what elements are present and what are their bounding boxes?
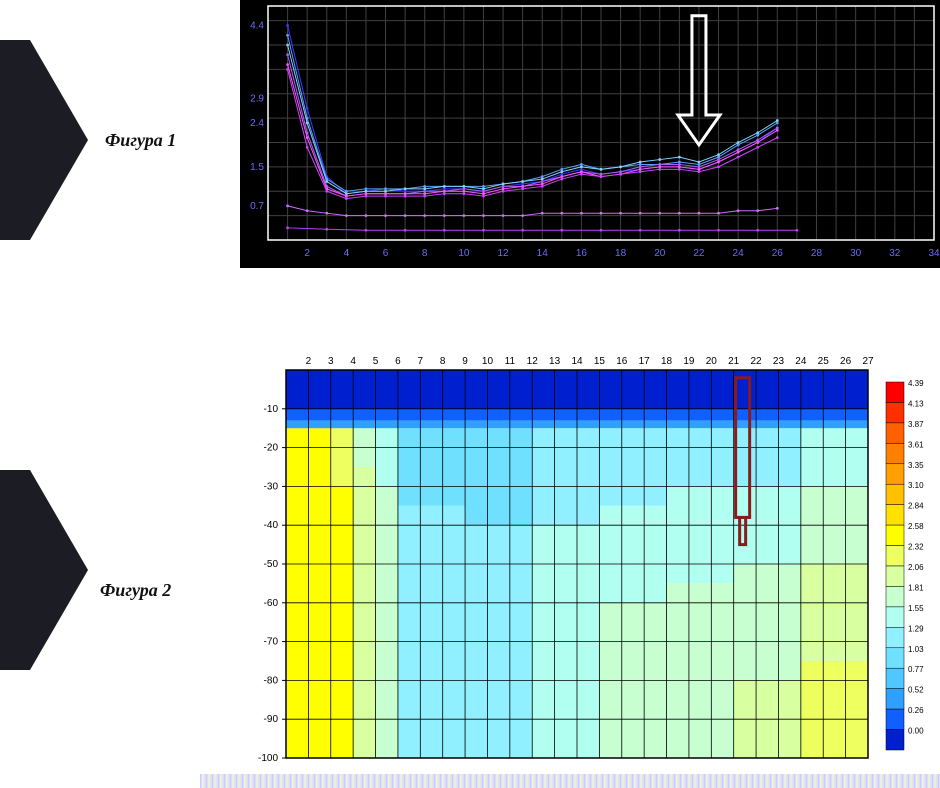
- svg-text:8: 8: [440, 356, 446, 367]
- svg-text:14: 14: [571, 356, 583, 367]
- svg-text:-20: -20: [264, 443, 279, 454]
- svg-text:20: 20: [654, 248, 666, 259]
- svg-text:-100: -100: [258, 753, 278, 764]
- deco-arrow-1: [0, 40, 90, 240]
- svg-text:0.77: 0.77: [908, 665, 924, 674]
- svg-text:0.26: 0.26: [908, 706, 924, 715]
- svg-text:12: 12: [497, 248, 509, 259]
- svg-text:3.35: 3.35: [908, 461, 924, 470]
- svg-text:-40: -40: [264, 520, 279, 531]
- svg-text:1.55: 1.55: [908, 604, 924, 613]
- svg-text:10: 10: [482, 356, 494, 367]
- svg-text:-70: -70: [264, 637, 279, 648]
- figure-1-label: Фигура 1: [105, 130, 176, 151]
- svg-text:23: 23: [773, 356, 785, 367]
- svg-text:4.13: 4.13: [908, 399, 924, 408]
- svg-text:4: 4: [350, 356, 356, 367]
- svg-text:2.06: 2.06: [908, 563, 924, 572]
- svg-text:11: 11: [505, 356, 516, 367]
- svg-text:-80: -80: [264, 675, 279, 686]
- figure-2-chart: 2345678910111213141516171819202122232425…: [240, 348, 940, 768]
- svg-text:14: 14: [537, 248, 549, 259]
- svg-text:24: 24: [795, 356, 807, 367]
- svg-text:1.03: 1.03: [908, 645, 924, 654]
- svg-text:-60: -60: [264, 598, 279, 609]
- svg-text:9: 9: [462, 356, 468, 367]
- svg-text:1.29: 1.29: [908, 624, 924, 633]
- svg-text:3.61: 3.61: [908, 440, 924, 449]
- svg-text:22: 22: [693, 248, 705, 259]
- figure-1-chart: 2468101214161820222426283032340.71.52.42…: [240, 0, 940, 268]
- svg-text:25: 25: [818, 356, 830, 367]
- svg-text:18: 18: [661, 356, 673, 367]
- svg-text:4: 4: [344, 248, 350, 259]
- svg-text:4.39: 4.39: [908, 379, 924, 388]
- svg-text:2.84: 2.84: [908, 502, 924, 511]
- svg-text:2.32: 2.32: [908, 543, 924, 552]
- svg-text:17: 17: [639, 356, 651, 367]
- svg-text:6: 6: [383, 248, 389, 259]
- svg-text:7: 7: [418, 356, 424, 367]
- svg-text:16: 16: [616, 356, 628, 367]
- svg-text:0.7: 0.7: [250, 201, 264, 212]
- svg-text:3.87: 3.87: [908, 420, 924, 429]
- svg-text:19: 19: [683, 356, 695, 367]
- svg-text:0.00: 0.00: [908, 727, 924, 736]
- svg-text:2: 2: [306, 356, 312, 367]
- svg-text:22: 22: [751, 356, 763, 367]
- svg-text:12: 12: [527, 356, 539, 367]
- noise-strip: [200, 774, 940, 788]
- svg-text:4.4: 4.4: [250, 21, 264, 32]
- svg-text:32: 32: [889, 248, 901, 259]
- svg-text:15: 15: [594, 356, 606, 367]
- svg-text:27: 27: [862, 356, 874, 367]
- svg-text:16: 16: [576, 248, 588, 259]
- svg-text:-50: -50: [264, 559, 279, 570]
- svg-text:26: 26: [840, 356, 852, 367]
- svg-text:2.4: 2.4: [250, 118, 264, 129]
- svg-text:1.5: 1.5: [250, 162, 264, 173]
- svg-text:2.9: 2.9: [250, 94, 264, 105]
- svg-text:-90: -90: [264, 714, 279, 725]
- svg-text:6: 6: [395, 356, 401, 367]
- svg-text:28: 28: [811, 248, 823, 259]
- deco-arrow-2: [0, 470, 90, 670]
- figure-2-label: Фигура 2: [100, 580, 171, 601]
- svg-text:13: 13: [549, 356, 561, 367]
- svg-text:2: 2: [304, 248, 310, 259]
- svg-text:2.58: 2.58: [908, 522, 924, 531]
- svg-text:24: 24: [733, 248, 745, 259]
- svg-text:26: 26: [772, 248, 784, 259]
- svg-text:-30: -30: [264, 481, 279, 492]
- svg-text:3.10: 3.10: [908, 481, 924, 490]
- svg-text:8: 8: [422, 248, 428, 259]
- svg-text:5: 5: [373, 356, 379, 367]
- svg-text:30: 30: [850, 248, 862, 259]
- svg-text:34: 34: [928, 248, 940, 259]
- svg-text:0.52: 0.52: [908, 686, 924, 695]
- svg-text:10: 10: [458, 248, 470, 259]
- svg-text:3: 3: [328, 356, 334, 367]
- svg-text:1.81: 1.81: [908, 583, 924, 592]
- svg-text:20: 20: [706, 356, 718, 367]
- svg-text:21: 21: [728, 356, 740, 367]
- svg-text:-10: -10: [264, 404, 279, 415]
- svg-text:18: 18: [615, 248, 627, 259]
